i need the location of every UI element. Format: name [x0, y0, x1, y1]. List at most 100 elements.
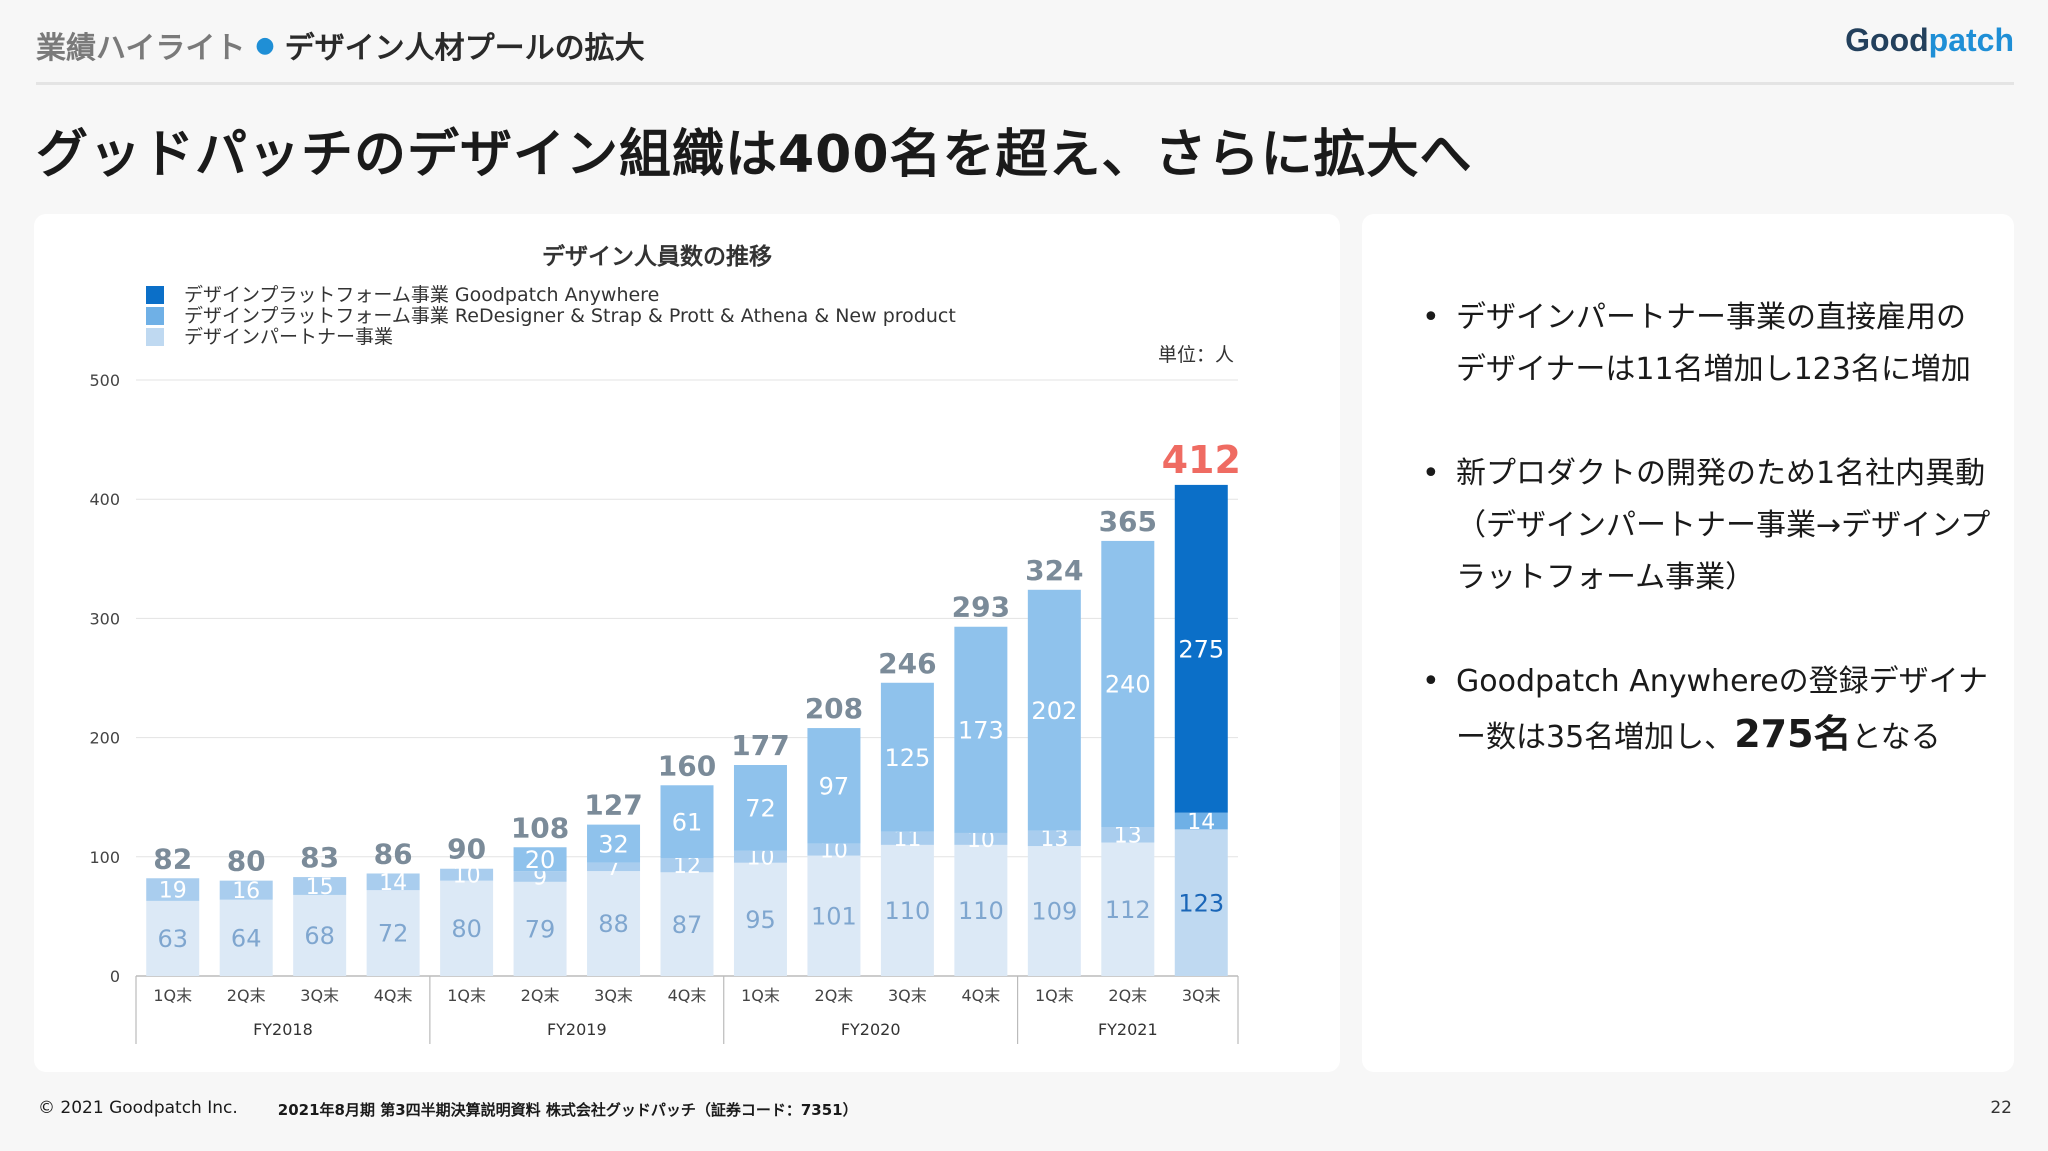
legend-swatch — [146, 328, 164, 346]
legend-swatch — [146, 286, 164, 304]
y-tick-label: 300 — [89, 609, 120, 628]
bar-segment — [954, 832, 1008, 845]
total-label: 108 — [511, 811, 569, 844]
document-name: 2021年8月期 第3四半期決算説明資料 株式会社グッドパッチ（証券コード：73… — [277, 1101, 858, 1119]
total-label: 90 — [447, 833, 486, 866]
bar-segment — [660, 785, 714, 858]
bar-segment — [880, 831, 934, 845]
total-label: 293 — [952, 591, 1010, 624]
bullet-item: デザインパートナー事業の直接雇用のデザイナーは11名増加し123名に増加 — [1422, 292, 1992, 396]
total-label: 365 — [1099, 505, 1157, 538]
y-tick-label: 100 — [89, 848, 120, 867]
bar-segment — [440, 880, 494, 976]
bar-segment — [513, 881, 567, 976]
x-tick-label: 1Q末 — [1035, 986, 1074, 1005]
legend-label: デザインプラットフォーム事業 ReDesigner & Strap & Prot… — [184, 305, 956, 327]
chart-title: デザイン人員数の推移 — [542, 243, 772, 270]
total-label: 83 — [300, 841, 339, 874]
bar-segment — [1027, 830, 1081, 847]
unit-label: 単位：人 — [1158, 344, 1234, 366]
data-label: 72 — [378, 920, 409, 948]
data-label: 202 — [1031, 697, 1077, 725]
x-tick-label: 3Q末 — [594, 986, 633, 1005]
bar-segment — [880, 682, 934, 832]
bar-segment — [146, 878, 200, 901]
total-label: 324 — [1025, 554, 1083, 587]
total-label: 412 — [1162, 438, 1241, 482]
slide-title: グッドパッチのデザイン組織は400名を超え、さらに拡大へ — [36, 125, 1473, 185]
footer: © 2021 Goodpatch Inc. 2021年8月期 第3四半期決算説明… — [38, 1098, 858, 1120]
x-tick-label: 2Q末 — [227, 986, 266, 1005]
data-label: 87 — [672, 911, 703, 939]
data-label: 19 — [159, 879, 187, 904]
total-label: 82 — [153, 842, 192, 875]
data-label: 14 — [379, 871, 407, 896]
bullet-item: Goodpatch Anywhereの登録デザイナー数は35名増加し、275名と… — [1422, 656, 1992, 764]
bullet-item: 新プロダクトの開発のため1名社内異動（デザインパートナー事業→デザインプラットフ… — [1422, 448, 1992, 604]
total-label: 160 — [658, 749, 716, 782]
total-label: 86 — [374, 837, 413, 870]
data-label: 240 — [1105, 671, 1151, 699]
data-label: 101 — [811, 902, 857, 930]
data-label: 110 — [958, 897, 1004, 925]
x-tick-label: 1Q末 — [153, 986, 192, 1005]
bar-segment — [1101, 827, 1155, 843]
x-tick-label: 2Q末 — [815, 986, 854, 1005]
total-label: 246 — [878, 647, 936, 680]
bullet-text: 新プロダクトの開発のため1名社内異動（デザインパートナー事業→デザインプラットフ… — [1456, 456, 1991, 595]
bullet-text: デザインパートナー事業の直接雇用のデザイナーは11名増加し123名に増加 — [1456, 300, 1971, 387]
x-group-label: FY2019 — [547, 1020, 607, 1039]
bar-segment — [880, 844, 934, 976]
legend-swatch — [146, 307, 164, 325]
y-tick-label: 500 — [89, 371, 120, 390]
data-label: 79 — [525, 916, 556, 944]
bar-segment — [587, 824, 641, 863]
notes-card: デザインパートナー事業の直接雇用のデザイナーは11名増加し123名に増加 新プロ… — [1362, 214, 2014, 1072]
data-label: 61 — [672, 808, 703, 836]
bar-segment — [1101, 540, 1155, 827]
total-label: 208 — [805, 692, 863, 725]
bar-segment — [954, 844, 1008, 976]
x-tick-label: 4Q末 — [374, 986, 413, 1005]
legend-label: デザインプラットフォーム事業 Goodpatch Anywhere — [184, 284, 659, 306]
y-tick-label: 400 — [89, 490, 120, 509]
bar-segment — [1101, 842, 1155, 976]
bar-segment — [733, 862, 787, 976]
bar-segment — [219, 880, 273, 900]
data-label: 68 — [304, 922, 335, 950]
x-tick-label: 1Q末 — [741, 986, 780, 1005]
bar-segment — [807, 855, 861, 976]
data-label: 80 — [451, 915, 482, 943]
data-label: 13 — [1114, 824, 1142, 849]
x-tick-label: 4Q末 — [961, 986, 1000, 1005]
bar-segment — [293, 894, 347, 976]
data-label: 275 — [1178, 635, 1224, 663]
bar-segment — [513, 871, 567, 882]
x-tick-label: 4Q末 — [668, 986, 707, 1005]
legend-label: デザインパートナー事業 — [184, 326, 393, 348]
copyright: © 2021 Goodpatch Inc. — [38, 1098, 238, 1118]
x-tick-label: 2Q末 — [1108, 986, 1147, 1005]
x-group-label: FY2021 — [1098, 1020, 1158, 1039]
data-label: 9 — [533, 865, 547, 890]
bar-segment — [660, 857, 714, 873]
bar-segment — [366, 873, 420, 891]
data-label: 12 — [673, 854, 701, 879]
bar-segment — [954, 626, 1008, 833]
bar-segment — [513, 847, 567, 872]
data-label: 13 — [1040, 827, 1068, 852]
data-label: 110 — [884, 897, 930, 925]
bar-segment — [587, 871, 641, 976]
bullet-text: Goodpatch Anywhereの登録デザイナー数は35名増加し、 — [1456, 664, 1989, 755]
x-group-label: FY2020 — [841, 1020, 901, 1039]
data-label: 112 — [1105, 896, 1151, 924]
bar-segment — [807, 728, 861, 844]
x-tick-label: 3Q末 — [888, 986, 927, 1005]
data-label: 10 — [453, 864, 481, 889]
bar-segment — [587, 862, 641, 872]
bullet-text: となる — [1851, 720, 1941, 755]
bar-segment — [1027, 846, 1081, 976]
bar-segment — [1027, 589, 1081, 831]
section-label: 業績ハイライト — [36, 31, 246, 66]
